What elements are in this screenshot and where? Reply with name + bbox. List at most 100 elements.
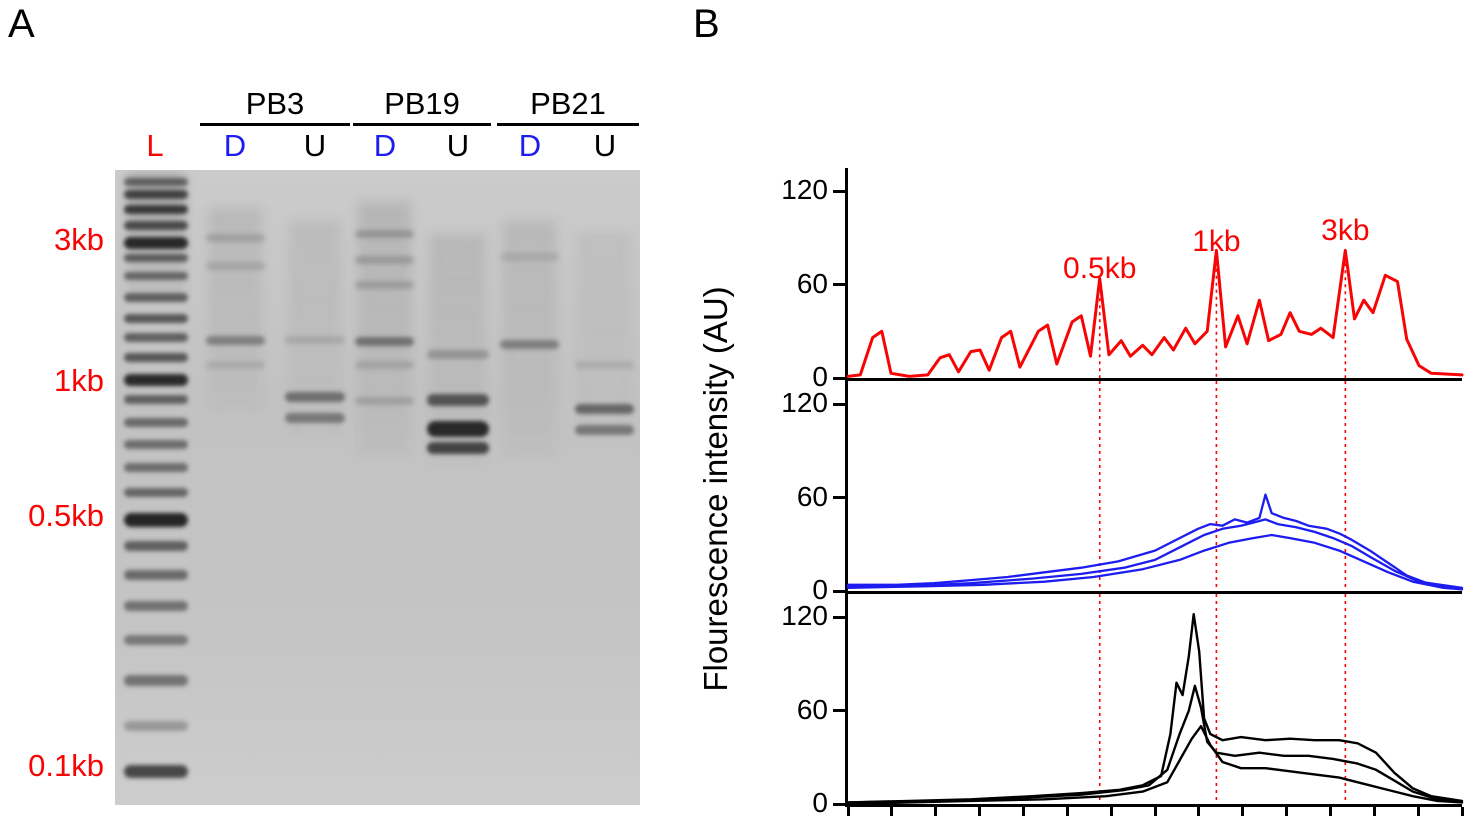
undigested-trace-3 — [846, 724, 1464, 806]
lane-label-pb19-d: D — [373, 128, 397, 163]
gel-band — [123, 177, 188, 186]
sample-lane-pb21-u — [573, 170, 636, 805]
digested-trace-svg — [846, 381, 1464, 591]
y-axis-title: Flourescence intensity (AU) — [697, 286, 734, 692]
ladder-trace-svg — [846, 248, 1464, 378]
undigested-trace-svg — [846, 594, 1464, 806]
y-tick-label: 60 — [796, 480, 828, 512]
lane-smear — [288, 220, 342, 437]
group-label-pb19: PB19 — [353, 86, 491, 126]
x-tick — [978, 807, 982, 816]
gel-band — [426, 349, 489, 359]
y-tick-label: 120 — [781, 387, 828, 419]
gel-band — [123, 374, 188, 387]
lane-label-pb21-u: U — [593, 128, 617, 163]
x-tick — [1065, 807, 1069, 816]
ladder-lane — [122, 170, 190, 805]
gel-band — [123, 236, 188, 249]
gel-band — [123, 352, 188, 362]
ladder-trace-1 — [846, 248, 1464, 378]
y-tick-label: 0 — [812, 787, 828, 818]
x-tick — [846, 807, 850, 816]
y-tick — [833, 402, 845, 406]
y-tick — [833, 496, 845, 500]
gel-band — [205, 360, 265, 369]
size-annotation-3kb: 3kb — [1321, 214, 1370, 248]
lane-label-pb21-d: D — [518, 128, 542, 163]
undigested-trace-1 — [846, 613, 1464, 804]
gel-band — [123, 675, 188, 687]
gel-band — [355, 281, 415, 290]
gel-band — [575, 360, 635, 369]
x-tick — [1416, 807, 1420, 816]
gel-band — [123, 417, 188, 427]
gel-band — [123, 439, 188, 449]
gel-band — [205, 336, 265, 346]
y-tick — [833, 802, 845, 806]
gel-band — [355, 360, 415, 369]
gel-band — [575, 403, 635, 414]
size-marker-1kb: 1kb — [54, 363, 104, 398]
size-marker-0-1kb: 0.1kb — [28, 748, 104, 783]
lane-label-pb3-d: D — [223, 128, 247, 163]
ladder-lane-label: L — [146, 128, 164, 163]
x-tick — [1372, 807, 1376, 816]
x-tick — [1285, 807, 1289, 816]
gel-band — [123, 634, 188, 645]
panel-a-label: A — [8, 2, 35, 46]
gel-band — [575, 425, 635, 436]
gel-band — [123, 764, 188, 778]
gel-band — [500, 252, 560, 261]
gel-band — [123, 721, 188, 732]
sample-lane-pb19-d — [353, 170, 416, 805]
gel-image — [115, 170, 640, 805]
x-tick — [1328, 807, 1332, 816]
gel-band — [426, 420, 489, 437]
size-annotation-1kb: 1kb — [1192, 224, 1241, 258]
gel-band — [426, 441, 489, 454]
y-tick — [833, 376, 845, 380]
lane-label-pb19-u: U — [446, 128, 470, 163]
x-tick — [1109, 807, 1113, 816]
gel-band — [285, 413, 345, 424]
x-tick — [1197, 807, 1201, 816]
gel-band — [123, 541, 188, 552]
ladder-trace-plot: 0 60 120 0.5kb 1kb 3kb — [781, 168, 1464, 392]
y-tick-label: 60 — [796, 267, 828, 299]
size-annotation-0.5kb: 0.5kb — [1063, 252, 1137, 285]
x-tick — [1153, 807, 1157, 816]
y-tick-label: 120 — [781, 174, 828, 206]
digested-trace-3 — [846, 533, 1464, 591]
y-tick — [833, 615, 845, 619]
y-tick — [833, 283, 845, 287]
y-tick-label: 60 — [796, 693, 828, 725]
group-label-pb3: PB3 — [200, 86, 350, 126]
gel-band — [285, 336, 345, 345]
gel-band — [123, 463, 188, 473]
gel-band — [123, 254, 188, 263]
gel-band — [355, 230, 415, 239]
y-tick — [833, 189, 845, 193]
gel-band — [123, 332, 188, 342]
size-marker-3kb: 3kb — [54, 222, 104, 257]
gel-band — [123, 487, 188, 497]
gel-band — [123, 220, 188, 230]
gel-band — [355, 337, 415, 346]
y-tick — [833, 709, 845, 713]
gel-band — [123, 292, 188, 302]
y-tick — [833, 589, 845, 593]
sample-lane-pb3-d — [204, 170, 267, 805]
gel-band — [123, 271, 188, 280]
sample-lane-pb21-d — [498, 170, 561, 805]
y-tick-label: 120 — [781, 600, 828, 632]
digested-trace-plot: 0 60 120 — [781, 381, 1464, 605]
gel-band — [123, 190, 188, 200]
x-tick — [934, 807, 938, 816]
gel-band — [285, 392, 345, 403]
gel-band — [426, 393, 489, 406]
lane-smear — [503, 220, 557, 456]
gel-band — [123, 600, 188, 611]
x-tick — [1460, 807, 1464, 816]
gel-band — [205, 233, 265, 242]
